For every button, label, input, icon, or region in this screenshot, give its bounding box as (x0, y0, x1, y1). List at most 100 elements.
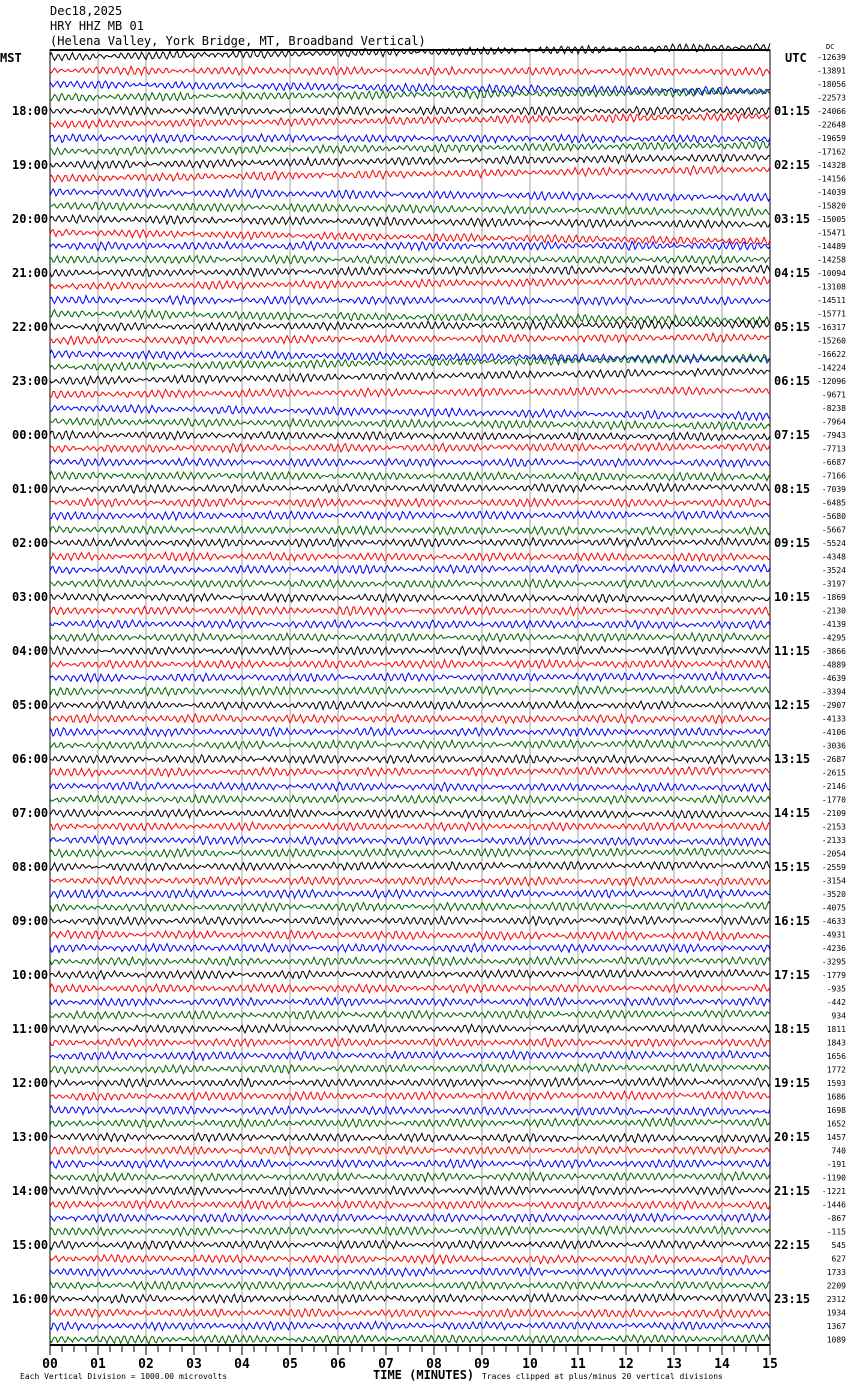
right-hour-label: 11:15 (774, 644, 810, 658)
trace-line (49, 645, 771, 657)
left-hour-label: 03:00 (12, 590, 48, 604)
date-label: Dec18,2025 (50, 4, 123, 18)
trace-line (49, 111, 771, 130)
trace-line (49, 1307, 771, 1320)
trace-line (49, 808, 770, 820)
dc-offset-label: -15260 (817, 337, 846, 346)
dc-offset-label: -14489 (817, 242, 846, 251)
dc-offset-label: -12096 (817, 377, 846, 386)
trace-line (49, 753, 771, 766)
dc-offset-label: -935 (827, 985, 846, 994)
trace-line (49, 550, 771, 563)
trace-line (49, 738, 771, 751)
trace-line (49, 104, 771, 117)
dc-offset-label: -13108 (817, 283, 846, 292)
right-hour-label: 10:15 (774, 590, 810, 604)
trace-line (49, 1239, 771, 1251)
trace-line (49, 403, 771, 422)
trace-line (49, 470, 771, 483)
x-tick-label: 15 (762, 1357, 778, 1372)
x-tick-label: 05 (282, 1357, 298, 1372)
trace-line (49, 240, 771, 252)
dc-offset-label: -4639 (822, 674, 846, 683)
dc-offset-label: 1367 (827, 1322, 846, 1331)
dc-offset-label: -15005 (817, 215, 846, 224)
dc-offset-label: -1779 (822, 971, 846, 980)
x-tick-label: 10 (522, 1357, 538, 1372)
dc-offset-label: -5524 (822, 539, 846, 548)
x-tick-label: 09 (474, 1357, 490, 1372)
dc-offset-label: -2907 (822, 701, 846, 710)
dc-offset-label: 1772 (827, 1066, 846, 1075)
trace-line (49, 1076, 771, 1089)
dc-offset-label: -7713 (822, 445, 846, 454)
trace-line (49, 1157, 771, 1170)
left-hour-label: 18:00 (12, 104, 48, 118)
dc-offset-label: -18056 (817, 80, 846, 89)
dc-offset-label: 1843 (827, 1039, 846, 1048)
left-hour-label: 05:00 (12, 698, 48, 712)
trace-line (49, 213, 771, 229)
utc-label: UTC (785, 51, 807, 65)
dc-offset-label: -4931 (822, 931, 846, 940)
dc-offset-label: -1221 (822, 1187, 846, 1196)
left-hour-label: 13:00 (12, 1130, 48, 1144)
trace-line (49, 319, 771, 333)
trace-line (49, 1224, 771, 1238)
dc-offset-label: -3295 (822, 958, 846, 967)
trace-line (49, 1185, 771, 1197)
dc-offset-label: 1733 (827, 1268, 846, 1277)
right-hour-label: 06:15 (774, 374, 810, 388)
left-hour-label: 11:00 (12, 1022, 48, 1036)
trace-line (49, 847, 771, 859)
left-hour-label: 07:00 (12, 806, 48, 820)
dc-offset-label: -22573 (817, 94, 846, 103)
dc-offset-label: -2133 (822, 836, 846, 845)
x-tick-label: 14 (714, 1357, 730, 1372)
scale-note: Each Vertical Division = 1000.00 microvo… (20, 1372, 227, 1381)
clip-note: Traces clipped at plus/minus 20 vertical… (482, 1372, 723, 1381)
dc-offset-label: 1593 (827, 1079, 846, 1088)
trace-line (49, 1199, 771, 1211)
trace-line (49, 1022, 771, 1035)
trace-line (49, 509, 771, 522)
dc-offset-label: -15771 (817, 310, 846, 319)
dc-offset-label: -2687 (822, 755, 846, 764)
trace-line (49, 929, 770, 942)
right-hour-label: 16:15 (774, 914, 810, 928)
dc-offset-label: 1934 (827, 1309, 846, 1318)
dc-offset-label: -4133 (822, 715, 846, 724)
left-hour-label: 04:00 (12, 644, 48, 658)
trace-line (49, 1333, 771, 1346)
trace-line (49, 1170, 771, 1184)
dc-offset-label: 1698 (827, 1106, 846, 1115)
trace-line (49, 254, 771, 266)
right-hour-label: 05:15 (774, 320, 810, 334)
left-hour-label: 12:00 (12, 1076, 48, 1090)
dc-offset-label: -4295 (822, 634, 846, 643)
dc-offset-label: -14511 (817, 296, 846, 305)
right-hour-label: 09:15 (774, 536, 810, 550)
trace-line (49, 441, 771, 454)
trace-line (49, 429, 771, 442)
dc-offset-label: -2054 (822, 850, 846, 859)
x-tick-label: 06 (330, 1357, 346, 1372)
dc-offset-label: -115 (827, 1228, 846, 1237)
left-hour-label: 02:00 (12, 536, 48, 550)
dc-offset-label: -2615 (822, 769, 846, 778)
trace-line (49, 793, 771, 806)
dc-offset-label: -4236 (822, 944, 846, 953)
left-hour-label: 15:00 (12, 1238, 48, 1252)
trace-line (49, 834, 771, 848)
trace-line (49, 153, 771, 171)
dc-offset-label: -19659 (817, 134, 846, 143)
trace-line (49, 968, 771, 981)
trace-line (49, 1116, 771, 1129)
dc-offset-label: 1656 (827, 1052, 846, 1061)
trace-line (49, 604, 771, 617)
dc-offset-label: -4106 (822, 728, 846, 737)
dc-offset-label: -3394 (822, 688, 846, 697)
dc-offset-label: 1811 (827, 1025, 846, 1034)
trace-line (49, 87, 771, 103)
left-hour-label: 01:00 (12, 482, 48, 496)
